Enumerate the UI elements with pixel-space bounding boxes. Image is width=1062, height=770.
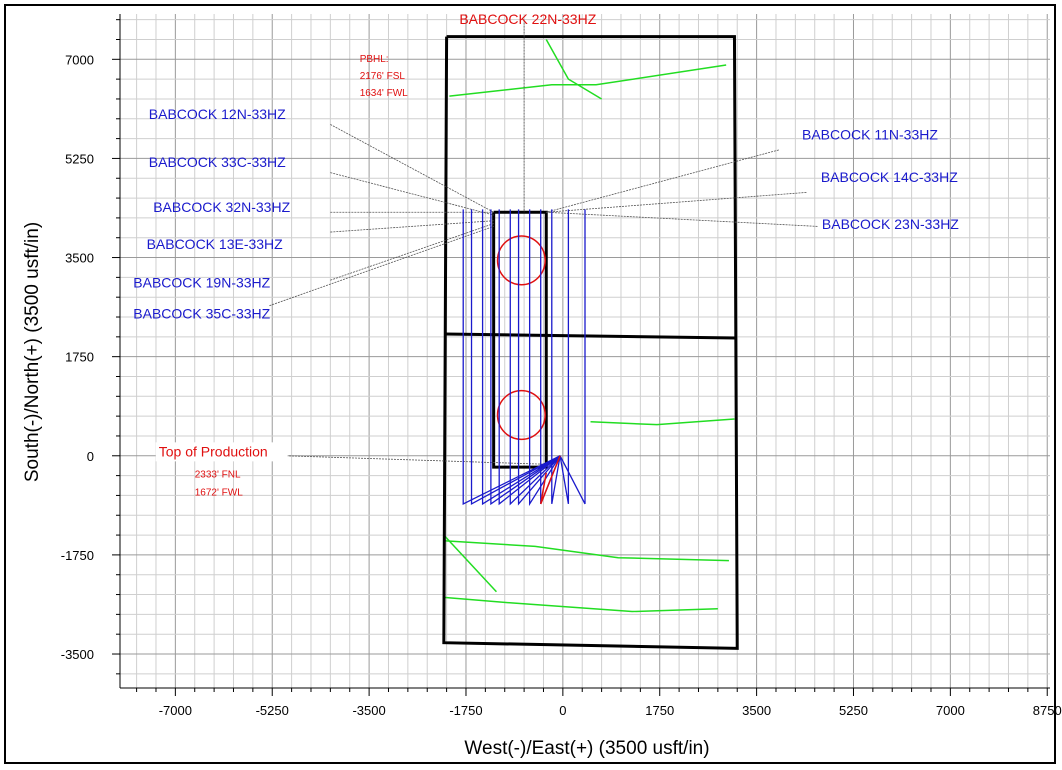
grid	[120, 14, 1050, 688]
lease-line	[449, 64, 727, 97]
labels: BABCOCK 12N-33HZ BABCOCK 33C-33HZ BABCOCK …	[133, 11, 959, 498]
x-tick-label: 0	[559, 703, 566, 718]
lease-line	[590, 418, 735, 426]
production-note: 1672' FWL	[195, 487, 243, 498]
well-label: BABCOCK 14C-33HZ	[821, 169, 958, 185]
callout-line	[546, 192, 807, 213]
pbhl-note: 1634' FWL	[360, 88, 408, 99]
well-label: BABCOCK 35C-33HZ	[133, 306, 270, 322]
wellbore-path	[528, 209, 561, 507]
wellbore-path	[559, 209, 570, 505]
wellbore-path	[462, 209, 561, 505]
x-tick-label: 5250	[839, 703, 868, 718]
well-label: BABCOCK 32N-33HZ	[153, 199, 290, 215]
wellbore-path	[517, 209, 561, 506]
production-label-bg	[155, 442, 288, 462]
well-label: BABCOCK 12N-33HZ	[149, 106, 286, 122]
y-tick-label: 1750	[65, 350, 94, 365]
target-circle	[496, 235, 546, 286]
wellbore-paths	[462, 209, 586, 507]
callout-line	[330, 223, 494, 281]
wellbore-path-red	[539, 455, 561, 505]
x-tick-label: 8750	[1033, 703, 1062, 718]
callout-line	[286, 455, 547, 465]
wellbore-path	[559, 209, 586, 505]
pbhl-note: PBHL:	[360, 54, 389, 65]
well-label: BABCOCK 33C-33HZ	[149, 154, 286, 170]
callout-line	[546, 211, 818, 227]
callout-line	[546, 149, 779, 213]
wellbore-path	[509, 209, 561, 506]
section-line	[444, 332, 736, 340]
well-label: BABCOCK 11N-33HZ	[802, 127, 938, 143]
wellbore-path	[551, 209, 561, 505]
production-note: 2333' FNL	[195, 469, 241, 480]
target-circle	[496, 389, 546, 441]
y-tick-label: 3500	[65, 251, 94, 266]
lease-line	[443, 534, 497, 593]
wellbore-path	[498, 209, 561, 506]
well-label: BABCOCK 13E-33HZ	[147, 236, 284, 252]
pbhl-note: 2176' FSL	[360, 71, 406, 82]
lease-line	[545, 39, 602, 100]
wellbore-path	[481, 209, 561, 506]
x-tick-label: 1750	[645, 703, 674, 718]
axes: -7000 -5250 -3500 -1750 0 1750 3500 5250 7000 875…	[61, 14, 1062, 718]
y-tick-label: 0	[87, 449, 94, 464]
x-tick-label: 3500	[742, 703, 771, 718]
well-label: BABCOCK 19N-33HZ	[133, 275, 270, 291]
lease-line	[443, 539, 729, 562]
x-tick-label: 7000	[936, 703, 965, 718]
well-label: BABCOCK 23N-33HZ	[822, 216, 959, 232]
top-well-label: BABCOCK 22N-33HZ	[459, 11, 596, 27]
callout-line	[330, 220, 494, 233]
y-tick-label: 5250	[65, 151, 94, 166]
section-line	[442, 35, 739, 650]
y-axis-title: South(-)/North(+) (3500 usft/in)	[22, 222, 43, 482]
callout-lines	[269, 19, 818, 465]
x-tick-label: -3500	[352, 703, 385, 718]
x-tick-label: -1750	[449, 703, 482, 718]
x-tick-label: -5250	[256, 703, 289, 718]
production-label: Top of Production	[159, 443, 268, 459]
lease-line	[443, 596, 718, 613]
callout-line	[330, 172, 494, 216]
y-tick-label: 7000	[65, 52, 94, 67]
callout-line	[330, 124, 494, 213]
section-boundary	[442, 35, 739, 650]
y-tick-label: -1750	[61, 548, 94, 563]
wellbore-path	[470, 209, 561, 506]
y-tick-label: -3500	[61, 647, 94, 662]
x-axis-title: West(-)/East(+) (3500 usft/in)	[464, 738, 709, 759]
wellbore-path	[490, 209, 561, 506]
callout-line	[269, 226, 494, 307]
x-tick-label: -7000	[159, 703, 192, 718]
lease-lines	[443, 39, 735, 613]
